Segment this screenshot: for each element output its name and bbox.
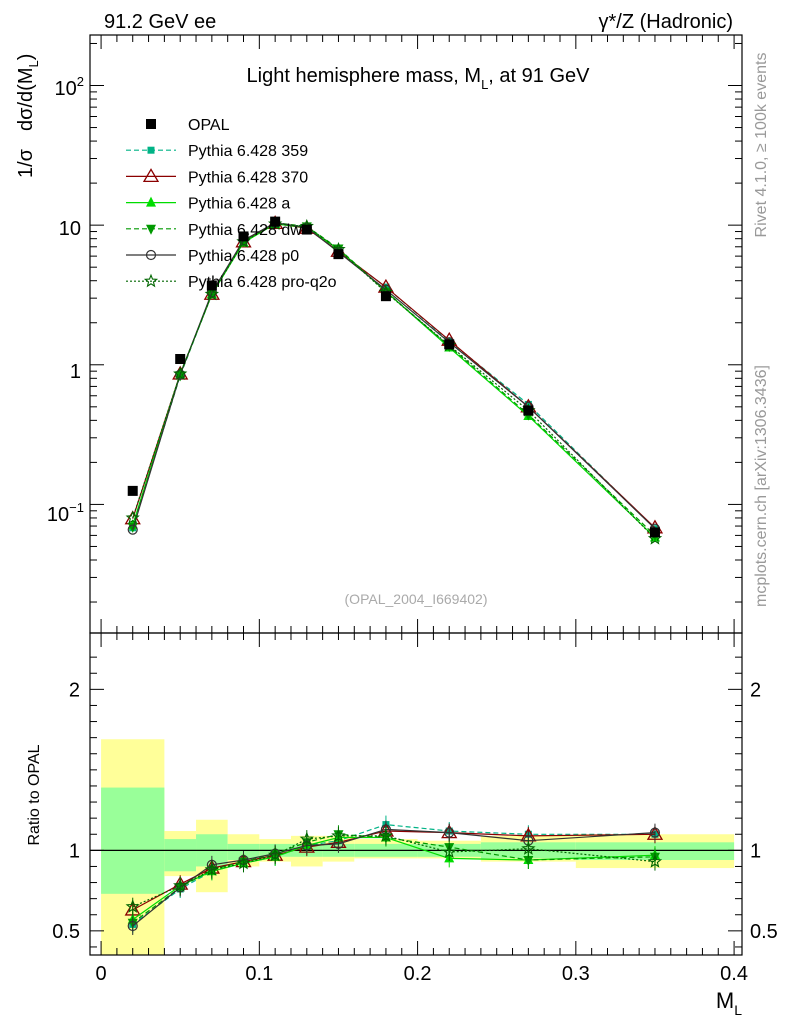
main-x-ticks (100, 35, 735, 633)
ratio-series-point (299, 831, 314, 846)
ratio-ticks: 0 0.1 0.2 0.3 0.40.5 0.51 12 2 (52, 633, 778, 985)
ratio-ytick-label-right: 1 (750, 840, 761, 862)
legend-label: Pythia 6.428 p0 (188, 248, 299, 265)
legend-label: Pythia 6.428 359 (188, 143, 308, 160)
opal-data-point (175, 354, 186, 365)
ratio-series-point (267, 847, 283, 862)
ratio-series-point (173, 878, 188, 892)
legend-marker (146, 196, 156, 207)
main-series-point (127, 524, 138, 535)
main-series-line (132, 222, 656, 529)
chart-title: Light hemisphere mass, ML, at 91 GeV (247, 65, 591, 92)
opal-data-point (270, 216, 281, 227)
legend-marker (143, 273, 159, 288)
legend: OPAL Pythia 6.428 359 Pythia 6.428 370 Pyth… (126, 117, 337, 291)
opal-data-point (301, 224, 312, 235)
main-y-ticks (90, 42, 742, 603)
rivet-version-label: Rivet 4.1.0, ≥ 100k events (753, 53, 770, 238)
ratio-series-group (124, 815, 664, 936)
main-series-line (132, 223, 656, 538)
main-series-point (175, 369, 186, 380)
opal-data-point (333, 249, 344, 260)
legend-marker (145, 249, 157, 261)
main-series-line (132, 222, 656, 530)
main-y-axis-label: 1/σdσ/d(ML) (15, 54, 41, 178)
ratio-series-point (378, 828, 394, 842)
ratio-ytick-label-right: 0.5 (750, 921, 778, 943)
ratio-series-point (236, 855, 251, 870)
opal-data-point (127, 485, 138, 496)
svg-text:1/σdσ/d(ML): 1/σdσ/d(ML) (15, 54, 41, 178)
ratio-series-point (127, 920, 138, 932)
ratio-uncertainty-bands (101, 739, 735, 955)
main-series-line (132, 222, 656, 536)
ytick-label-0-1: 10−1 (47, 500, 84, 526)
ratio-ytick-label-left: 0.5 (52, 921, 80, 943)
opal-data-group (127, 216, 660, 538)
legend-marker (142, 168, 160, 183)
ratio-band-inner (101, 787, 165, 894)
legend-marker-opal (146, 119, 156, 129)
ratio-series-point (649, 827, 661, 838)
opal-data-point (444, 339, 455, 350)
main-panel: 102 10 1 10−1 1/σdσ/d(ML) Light hemisphe… (15, 34, 743, 634)
ytick-label-10: 10 (59, 218, 81, 240)
ratio-series-point (331, 828, 346, 842)
main-series-line (132, 223, 656, 539)
legend-marker (146, 224, 156, 235)
x-axis-label: ML (716, 988, 742, 1018)
main-series-point (125, 510, 140, 525)
main-series-group (124, 215, 664, 545)
ratio-series-point (523, 856, 534, 867)
opal-data-point (380, 291, 391, 302)
legend-marker (147, 146, 155, 154)
ratio-series-point (125, 899, 140, 913)
opal-data-point (649, 527, 660, 538)
ratio-y-axis-label: Ratio to OPAL (26, 744, 43, 845)
process-label: γ*/Z (Hadronic) (599, 11, 733, 33)
ratio-ytick-label-right: 2 (750, 679, 761, 701)
ytick-label-1: 1 (70, 361, 81, 383)
main-series-point (173, 366, 188, 381)
x-tick-label: 0.2 (404, 963, 432, 985)
legend-label: Pythia 6.428 dw (188, 222, 302, 239)
main-series-line (132, 223, 656, 530)
ratio-band-inner (164, 839, 197, 872)
x-tick-label: 0.4 (720, 963, 748, 985)
ratio-series-point (442, 844, 457, 859)
ytick-label-100: 102 (55, 74, 84, 100)
legend-label: Pythia 6.428 370 (188, 169, 308, 186)
opal-data-point (238, 231, 249, 242)
legend-label: OPAL (188, 117, 230, 134)
opal-data-point (206, 280, 217, 291)
main-series-point (204, 286, 220, 301)
ratio-ytick-label-left: 2 (69, 679, 80, 701)
ratio-ytick-label-left: 1 (69, 840, 80, 862)
legend-label: Pythia 6.428 pro-q2o (188, 274, 337, 291)
x-tick-label: 0.1 (245, 963, 273, 985)
ratio-series-point (204, 862, 220, 876)
ratio-plot-frame (89, 632, 743, 956)
mcplots-label: mcplots.cern.ch [arXiv:1306.3436] (753, 365, 770, 607)
ratio-panel: 0 0.1 0.2 0.3 0.40.5 0.51 12 2 Ratio to OPAL ML (26, 632, 778, 1018)
opal-data-point (523, 405, 534, 416)
ratio-series-point (647, 854, 663, 868)
ratio-series-point (521, 841, 536, 855)
legend-label: Pythia 6.428 a (188, 196, 290, 213)
x-tick-label: 0.3 (562, 963, 590, 985)
x-tick-label: 0 (96, 963, 107, 985)
ratio-series-point (444, 827, 455, 838)
energy-label: 91.2 GeV ee (104, 11, 216, 33)
analysis-id-label: (OPAL_2004_I669402) (345, 591, 488, 607)
